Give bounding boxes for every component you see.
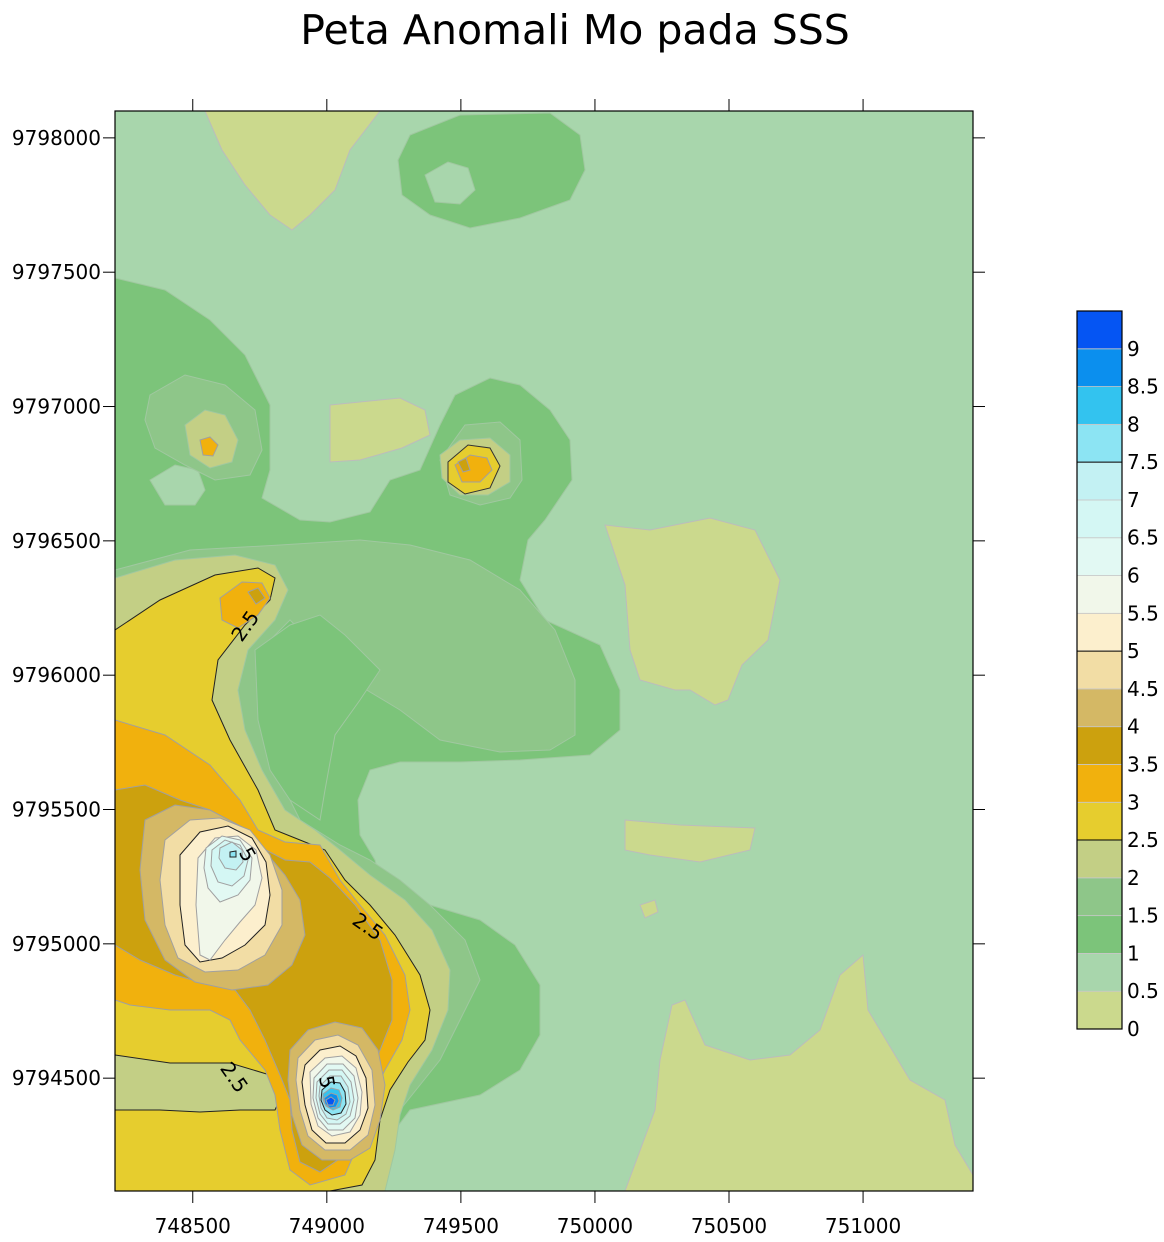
- contour-band-9-south: [325, 1096, 336, 1106]
- legend-swatch: [1076, 575, 1123, 614]
- color-scale-legend: 0 0.5 1 1.5 2 2.5 3 3.5 4 4.5 5 5.5 6 6.5 7 7.5 8 8.5 9: [1076, 310, 1159, 1041]
- legend-swatch: [1076, 764, 1123, 803]
- contour-band-0-south-east: [624, 953, 973, 1191]
- legend-label: 4.5: [1127, 677, 1159, 701]
- legend-label: 8.5: [1127, 375, 1159, 399]
- contour-band-0-south-east-dot: [639, 899, 659, 919]
- legend-label: 5: [1127, 639, 1140, 663]
- legend-swatch: [1076, 801, 1123, 841]
- contour-label: 5: [314, 1074, 340, 1091]
- contour-band-7.5-west-dot: [229, 850, 237, 858]
- legend-label: 5.5: [1127, 601, 1159, 625]
- contour-band-0-central: [329, 397, 431, 463]
- y-tick-label: 9797000: [12, 395, 101, 419]
- legend-swatch: [1076, 612, 1123, 652]
- plot-area: 2.52.52.555: [115, 111, 973, 1191]
- contour-band-3-north-west: [199, 436, 219, 457]
- legend-swatch: [1076, 726, 1123, 765]
- y-tick-label: 9795500: [12, 798, 101, 822]
- legend-label: 1.5: [1127, 904, 1159, 928]
- legend-swatch: [1076, 310, 1123, 350]
- x-tick-label: 749000: [289, 1214, 365, 1238]
- legend-label: 7.5: [1127, 450, 1159, 474]
- x-tick-label: 751000: [825, 1214, 901, 1238]
- legend-label: 7: [1127, 488, 1140, 512]
- contour-band-2-notch-south-west: [115, 1054, 283, 1113]
- legend-label: 0: [1127, 1017, 1140, 1041]
- legend-label: 6: [1127, 564, 1140, 588]
- y-tick-label: 9798000: [12, 126, 101, 150]
- contour-band-3.5-central-east: [457, 457, 471, 473]
- plot-frame: [114, 110, 974, 1192]
- contour-band-0-south-east-strip: [624, 819, 756, 863]
- y-tick-label: 9796000: [12, 663, 101, 687]
- x-tick-label: 748500: [155, 1214, 231, 1238]
- legend-label: 9: [1127, 337, 1140, 361]
- legend-frame: [1076, 310, 1123, 1030]
- legend-label: 3: [1127, 790, 1140, 814]
- legend-swatch: [1076, 877, 1123, 917]
- legend-swatch: [1076, 423, 1123, 463]
- legend-swatch: [1076, 990, 1123, 1030]
- y-tick-label: 9797500: [12, 260, 101, 284]
- legend-label: 4: [1127, 715, 1140, 739]
- legend-label: 6.5: [1127, 526, 1159, 550]
- x-tick-label: 750500: [691, 1214, 767, 1238]
- legend-swatch: [1076, 348, 1123, 387]
- legend-label: 2: [1127, 866, 1140, 890]
- legend-swatch: [1076, 386, 1123, 425]
- contour-band-0.5-west-hole: [149, 464, 206, 506]
- legend-label: 3.5: [1127, 752, 1159, 776]
- y-tick-label: 9796500: [12, 529, 101, 553]
- legend-swatch: [1076, 839, 1123, 879]
- legend-swatch: [1076, 915, 1123, 954]
- x-tick-label: 749500: [423, 1214, 499, 1238]
- legend-swatch: [1076, 537, 1123, 576]
- y-tick-label: 9794500: [12, 1066, 101, 1090]
- legend-swatch: [1076, 953, 1123, 992]
- contour-band-3.5-upper-west: [247, 587, 266, 605]
- contour-band-0.5-north-blob-core: [424, 161, 476, 205]
- legend-swatch: [1076, 461, 1123, 501]
- legend-label: 2.5: [1127, 828, 1159, 852]
- legend-swatch: [1076, 650, 1123, 690]
- contour-band-1-inner-hole: [254, 614, 381, 821]
- y-tick-label: 9795000: [12, 932, 101, 956]
- contour-band-0-east: [604, 517, 781, 706]
- legend-label: 1: [1127, 941, 1140, 965]
- x-tick-label: 750000: [557, 1214, 633, 1238]
- legend-label: 8: [1127, 412, 1140, 436]
- legend-swatch: [1076, 499, 1123, 539]
- legend-label: 0.5: [1127, 979, 1159, 1003]
- legend-swatch: [1076, 688, 1123, 728]
- chart-title: Peta Anomali Mo pada SSS: [300, 6, 850, 54]
- contour-band-0-north: [204, 111, 381, 231]
- axis-ticks: 748500 749000 749500 750000 750500 751000 9794…: [12, 99, 985, 1238]
